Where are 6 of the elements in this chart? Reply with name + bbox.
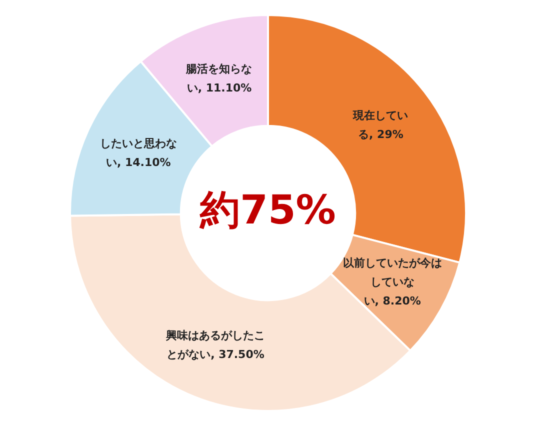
slice-label: 以前していたが今はしていない, 8.20% — [342, 256, 442, 308]
slice-label: 興味はあるがしたことがない, 37.50% — [164, 328, 265, 361]
slice-label: 現在している, 29% — [352, 109, 408, 142]
slice-label: 腸活を知らない, 11.10% — [185, 62, 252, 94]
slice-label: したいと思わない, 14.10% — [100, 137, 177, 170]
text: 約75% — [199, 187, 336, 234]
